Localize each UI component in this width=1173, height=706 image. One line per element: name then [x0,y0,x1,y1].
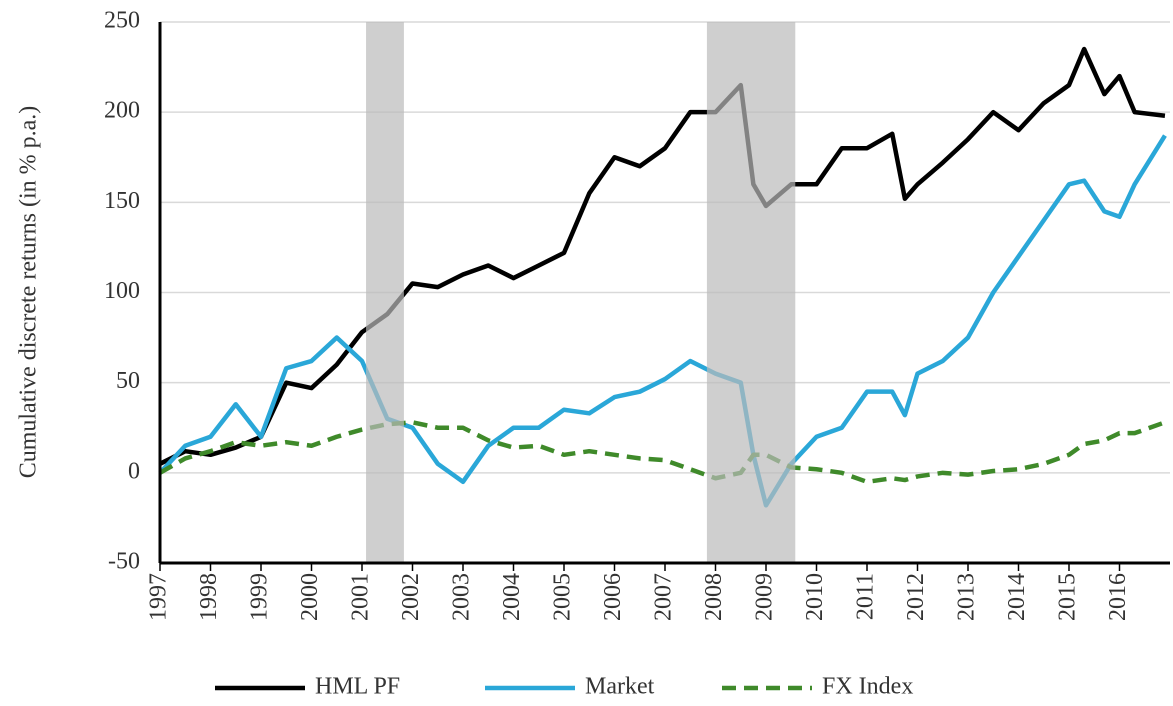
x-tick-label: 2014 [1004,573,1030,621]
x-tick-label: 2009 [752,573,778,621]
x-tick-label: 2015 [1055,573,1081,621]
x-tick-label: 2001 [348,573,374,621]
x-tick-label: 1998 [196,573,222,621]
x-tick-label: 2013 [954,573,980,621]
y-tick-label: -50 [108,549,140,575]
y-tick-label: 200 [104,98,140,124]
legend-label: Market [585,674,655,700]
x-tick-label: 1999 [247,573,273,621]
x-tick-label: 2011 [853,573,879,620]
y-tick-label: 50 [116,368,140,394]
x-tick-label: 2004 [499,573,525,621]
x-tick-label: 2003 [449,573,475,621]
x-tick-label: 2016 [1105,573,1131,621]
shaded-region [366,22,404,563]
y-tick-label: 250 [104,8,140,34]
x-tick-label: 2008 [701,573,727,621]
series-line [158,46,1166,466]
legend-label: FX Index [822,674,913,700]
x-tick-label: 2005 [550,573,576,621]
y-tick-label: 0 [128,458,140,484]
legend-label: HML PF [315,674,400,700]
series-line [158,420,1166,485]
x-tick-label: 1997 [146,573,172,621]
x-tick-label: 2000 [297,573,323,621]
x-tick-label: 2006 [600,573,626,621]
y-tick-label: 100 [104,278,140,304]
x-tick-label: 2007 [651,573,677,621]
y-tick-label: 150 [104,188,140,214]
y-axis-label: Cumulative discrete returns (in % p.a.) [16,106,42,479]
x-tick-label: 2012 [903,573,929,621]
x-tick-label: 2010 [802,573,828,621]
shaded-region [706,22,796,563]
x-tick-label: 2002 [398,573,424,621]
series-line [158,134,1167,508]
